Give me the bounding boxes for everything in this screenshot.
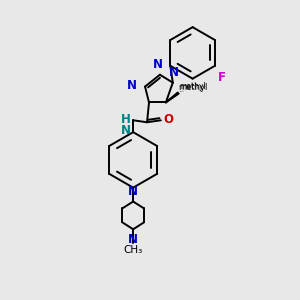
Text: CH₃: CH₃ [124, 245, 143, 255]
Text: methyl: methyl [180, 82, 206, 91]
Text: N: N [169, 66, 179, 79]
Text: methyl: methyl [179, 82, 208, 91]
Text: H: H [121, 113, 131, 126]
Text: O: O [163, 113, 173, 126]
Text: methyl: methyl [181, 91, 186, 92]
Text: F: F [218, 71, 226, 84]
Text: N: N [121, 124, 131, 137]
Text: N: N [153, 58, 163, 71]
Text: N: N [127, 79, 137, 92]
Text: N: N [128, 184, 138, 198]
Text: N: N [128, 233, 138, 246]
Text: methyl: methyl [180, 90, 184, 92]
